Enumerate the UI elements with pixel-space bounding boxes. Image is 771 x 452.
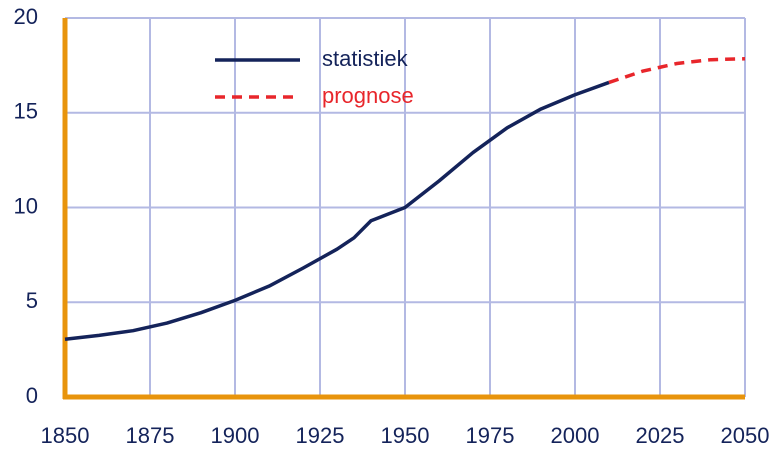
x-tick-label: 1925 [296, 423, 345, 448]
x-tick-label: 1950 [381, 423, 430, 448]
x-tick-label: 2000 [551, 423, 600, 448]
series-line [64, 80, 610, 341]
series-line [608, 56, 746, 85]
y-tick-label: 20 [14, 4, 38, 29]
y-tick-label: 5 [26, 288, 38, 313]
legend-label: prognose [322, 83, 414, 108]
y-tick-label: 10 [14, 193, 38, 218]
x-tick-label: 2050 [721, 423, 770, 448]
legend-label: statistiek [322, 46, 409, 71]
x-tick-label: 1975 [466, 423, 515, 448]
y-tick-label: 0 [26, 383, 38, 408]
y-tick-label: 15 [14, 99, 38, 124]
x-tick-label: 2025 [636, 423, 685, 448]
x-tick-label: 1900 [211, 423, 260, 448]
x-tick-label: 1875 [126, 423, 175, 448]
x-tick-label: 1850 [41, 423, 90, 448]
